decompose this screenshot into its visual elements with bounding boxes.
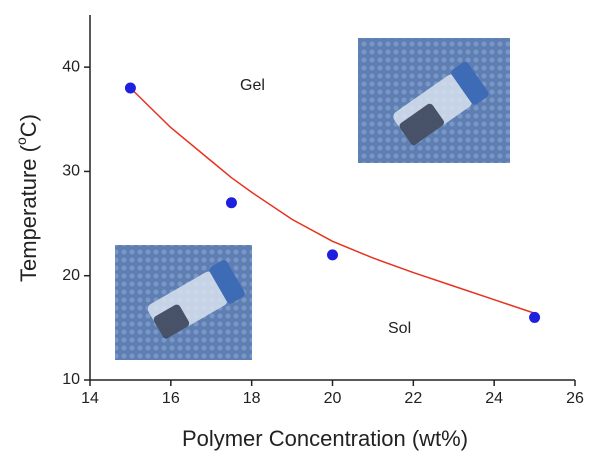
y-tick-label: 20 xyxy=(62,267,80,284)
y-tick-label: 40 xyxy=(62,58,80,75)
point xyxy=(125,83,136,94)
point xyxy=(529,312,540,323)
point xyxy=(226,197,237,208)
y-axis-title: Temperature (oC) xyxy=(13,114,41,282)
x-tick-label: 16 xyxy=(162,390,180,407)
chart: Polymer Concentration (wt%) Temperature … xyxy=(0,0,592,455)
y-tick-label: 30 xyxy=(62,163,80,180)
x-tick-label: 14 xyxy=(81,390,99,407)
y-title-sup: o xyxy=(13,137,29,145)
photo-sol xyxy=(115,245,252,360)
x-tick-label: 26 xyxy=(566,390,584,407)
y-title-unit: C) xyxy=(16,114,41,137)
x-tick-label: 22 xyxy=(404,390,422,407)
y-tick-label: 10 xyxy=(62,371,80,388)
point xyxy=(327,249,338,260)
x-axis-title: Polymer Concentration (wt%) xyxy=(182,426,468,451)
annotation: Sol xyxy=(388,320,411,337)
y-title-text: Temperature ( xyxy=(16,144,41,282)
annotation: Gel xyxy=(240,77,265,94)
x-tick-label: 24 xyxy=(485,390,503,407)
x-tick-label: 20 xyxy=(324,390,342,407)
photo-gel xyxy=(358,38,510,163)
x-tick-label: 18 xyxy=(243,390,261,407)
